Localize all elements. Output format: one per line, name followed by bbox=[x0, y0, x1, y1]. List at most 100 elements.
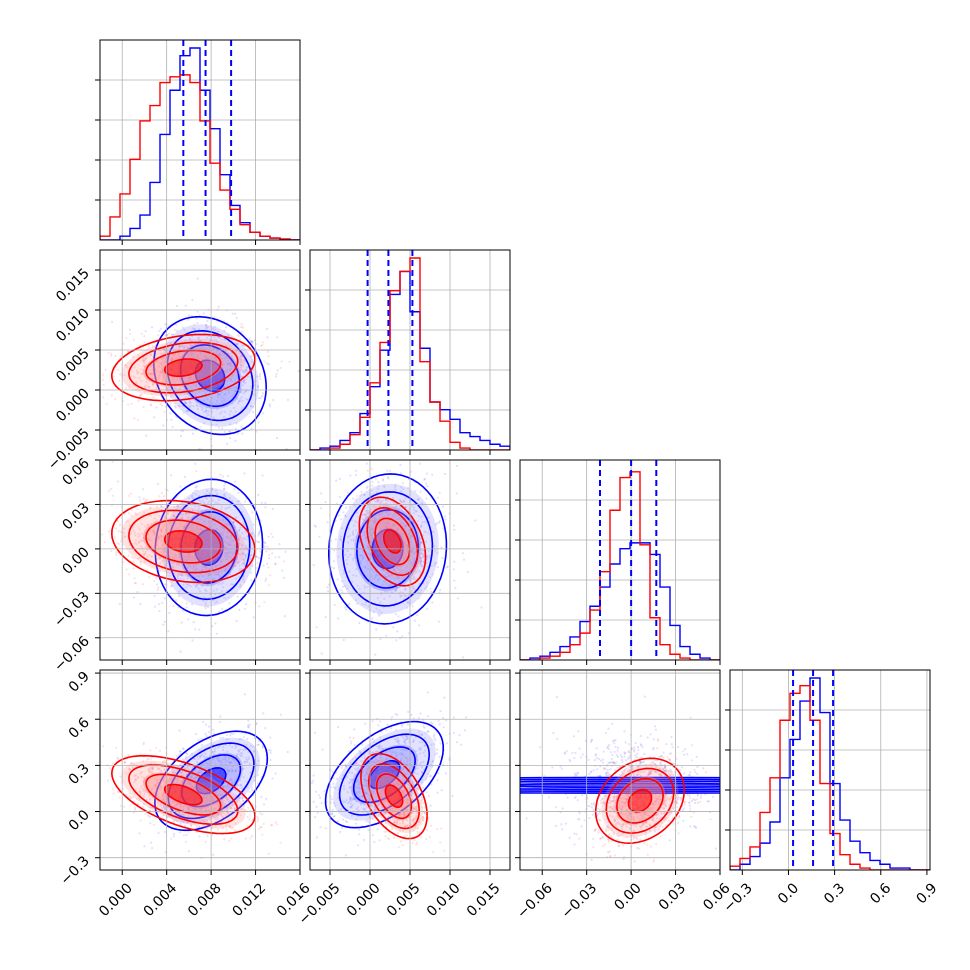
scatter-point bbox=[233, 378, 236, 381]
scatter-point bbox=[238, 528, 241, 532]
scatter-point bbox=[227, 757, 231, 760]
scatter-point bbox=[157, 603, 160, 606]
scatter-point bbox=[379, 613, 382, 616]
scatter-point bbox=[239, 390, 242, 393]
scatter-point bbox=[426, 484, 429, 488]
scatter-point bbox=[266, 350, 269, 353]
scatter-point bbox=[133, 582, 136, 585]
scatter-point bbox=[127, 494, 130, 497]
scatter-point bbox=[339, 537, 342, 541]
scatter-point bbox=[427, 516, 430, 519]
scatter-point bbox=[229, 571, 232, 575]
scatter-point bbox=[228, 369, 231, 372]
scatter-point bbox=[214, 816, 217, 820]
scatter-point bbox=[239, 391, 242, 394]
scatter-point bbox=[219, 560, 223, 563]
scatter-point bbox=[404, 588, 407, 591]
scatter-point bbox=[220, 582, 223, 586]
histogram-panel-3 bbox=[730, 670, 930, 870]
scatter-point bbox=[88, 387, 90, 389]
scatter-point bbox=[396, 518, 399, 521]
scatter-point bbox=[155, 505, 158, 508]
scatter-point bbox=[196, 510, 199, 513]
scatter-point bbox=[158, 557, 162, 560]
scatter-point bbox=[332, 567, 336, 570]
scatter-point bbox=[241, 344, 244, 347]
scatter-point bbox=[240, 425, 243, 429]
scatter-point bbox=[134, 534, 137, 537]
scatter-point bbox=[164, 546, 167, 549]
scatter-point bbox=[149, 798, 152, 801]
scatter-point bbox=[173, 556, 176, 560]
scatter-point bbox=[370, 540, 373, 544]
scatter-point bbox=[200, 584, 203, 587]
scatter-point bbox=[366, 469, 369, 472]
scatter-point bbox=[456, 597, 460, 600]
scatter-point bbox=[246, 760, 249, 764]
y-tick-label: −0.06 bbox=[51, 633, 93, 675]
scatter-point bbox=[137, 540, 140, 543]
scatter-point bbox=[386, 572, 389, 575]
scatter-point bbox=[147, 368, 150, 371]
scatter-point bbox=[150, 326, 154, 329]
scatter-point bbox=[232, 553, 235, 556]
scatter-point bbox=[352, 539, 355, 543]
scatter-point bbox=[192, 808, 195, 811]
scatter-point bbox=[412, 508, 415, 511]
scatter-point bbox=[231, 538, 234, 542]
scatter-point bbox=[195, 583, 198, 587]
scatter-point bbox=[201, 347, 204, 350]
scatter-point bbox=[348, 570, 351, 573]
scatter-point bbox=[195, 357, 198, 360]
scatter-point bbox=[238, 352, 241, 355]
scatter-point bbox=[227, 769, 231, 773]
scatter-point bbox=[251, 564, 254, 568]
scatter-point bbox=[196, 532, 199, 535]
scatter-point bbox=[425, 531, 428, 534]
scatter-point bbox=[188, 555, 191, 558]
scatter-point bbox=[226, 811, 229, 814]
scatter-point bbox=[155, 406, 158, 409]
scatter-point bbox=[225, 557, 228, 561]
scatter-point bbox=[257, 421, 260, 424]
scatter-point bbox=[370, 489, 373, 492]
scatter-point bbox=[162, 347, 165, 351]
scatter-point bbox=[159, 536, 162, 539]
scatter-point bbox=[176, 778, 179, 781]
contour-blue bbox=[180, 511, 238, 584]
scatter-point bbox=[149, 364, 152, 367]
scatter-point bbox=[212, 339, 215, 342]
scatter-point bbox=[244, 500, 247, 503]
scatter-point bbox=[145, 377, 148, 380]
scatter-point bbox=[197, 332, 200, 335]
scatter-point bbox=[356, 584, 359, 587]
scatter-point bbox=[358, 541, 361, 544]
scatter-point bbox=[187, 347, 190, 350]
scatter-point bbox=[200, 765, 203, 768]
scatter-point bbox=[245, 756, 248, 759]
scatter-point bbox=[208, 793, 212, 796]
scatter-point bbox=[143, 560, 146, 563]
scatter-point bbox=[194, 392, 197, 395]
scatter-point bbox=[242, 521, 245, 524]
scatter-point bbox=[226, 798, 229, 801]
scatter-point bbox=[204, 324, 207, 327]
scatter-point bbox=[224, 507, 227, 510]
scatter-point bbox=[163, 830, 167, 834]
scatter-point bbox=[355, 498, 358, 501]
scatter-point bbox=[399, 594, 402, 597]
scatter-point bbox=[253, 779, 256, 782]
scatter-point bbox=[270, 533, 273, 536]
scatter-point bbox=[395, 505, 398, 508]
scatter-point bbox=[187, 553, 190, 556]
scatter-point bbox=[223, 369, 227, 372]
scatter-point bbox=[196, 310, 199, 313]
scatter-point bbox=[218, 744, 221, 748]
scatter-point bbox=[374, 574, 377, 577]
scatter-point bbox=[265, 797, 268, 800]
scatter-point bbox=[420, 542, 423, 545]
scatter-point bbox=[242, 575, 245, 578]
scatter-point bbox=[385, 524, 388, 527]
scatter-point bbox=[220, 590, 224, 593]
scatter-point bbox=[48, 380, 50, 382]
